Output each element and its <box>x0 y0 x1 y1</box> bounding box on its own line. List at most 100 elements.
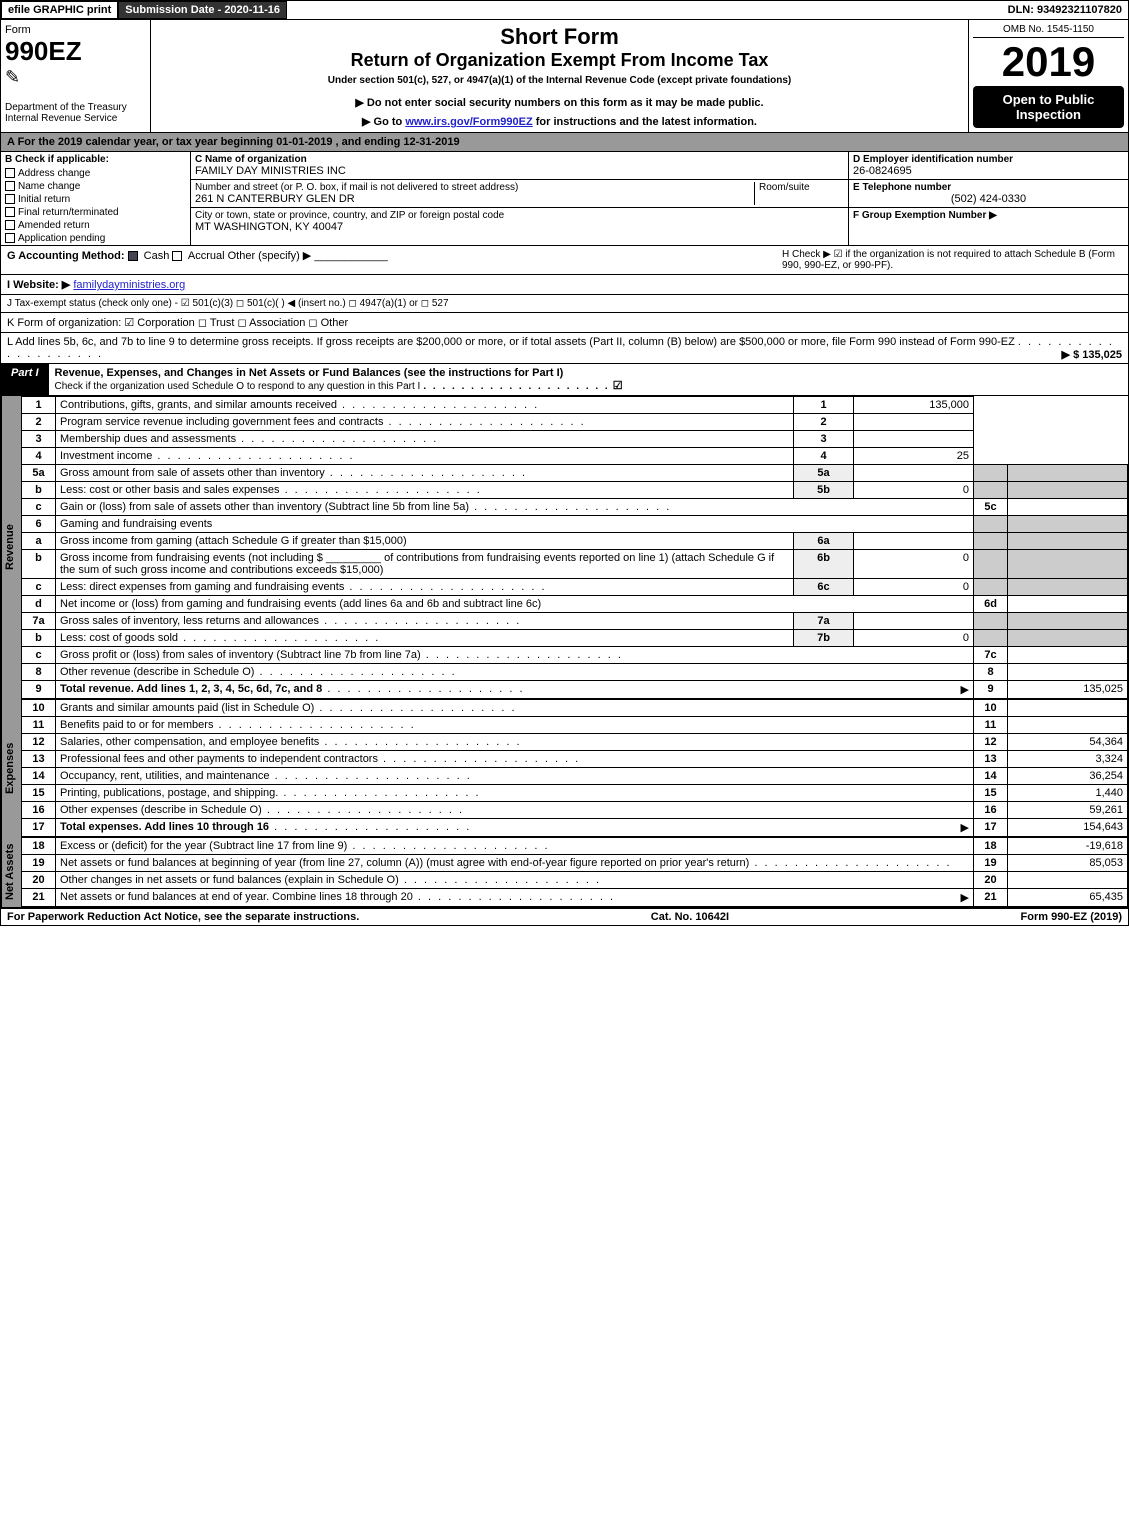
footer-form: Form 990-EZ (2019) <box>1021 911 1122 923</box>
row-8: 8Other revenue (describe in Schedule O)8 <box>22 664 1128 681</box>
revenue-section: Revenue 1Contributions, gifts, grants, a… <box>0 396 1129 699</box>
row-19: 19Net assets or fund balances at beginni… <box>22 855 1128 872</box>
other-label: Other (specify) ▶ <box>228 250 312 262</box>
row-15: 15Printing, publications, postage, and s… <box>22 785 1128 802</box>
website-link[interactable]: familydayministries.org <box>73 279 185 291</box>
revenue-side-label: Revenue <box>1 396 21 699</box>
netassets-side-label: Net Assets <box>1 837 21 907</box>
line-a-period: A For the 2019 calendar year, or tax yea… <box>0 133 1129 152</box>
row-2: 2Program service revenue including gover… <box>22 414 1128 431</box>
box-e-label: E Telephone number <box>853 182 1124 193</box>
open-to-public: Open to Public Inspection <box>973 86 1124 128</box>
chk-application-pending[interactable]: Application pending <box>1 232 190 245</box>
row-5b: bLess: cost or other basis and sales exp… <box>22 482 1128 499</box>
cash-label: Cash <box>144 250 170 262</box>
box-l: L Add lines 5b, 6c, and 7b to line 9 to … <box>0 333 1129 364</box>
row-18: 18Excess or (deficit) for the year (Subt… <box>22 838 1128 855</box>
box-h: H Check ▶ ☑ if the organization is not r… <box>782 249 1122 271</box>
footer-cat: Cat. No. 10642I <box>359 911 1020 923</box>
box-b: B Check if applicable: Address change Na… <box>1 152 191 245</box>
goto-post: for instructions and the latest informat… <box>533 116 757 128</box>
row-7a: 7aGross sales of inventory, less returns… <box>22 613 1128 630</box>
box-g: G Accounting Method: Cash Accrual Other … <box>7 249 782 271</box>
dept-treasury: Department of the Treasury <box>5 102 146 113</box>
goto-pre: ▶ Go to <box>362 116 405 128</box>
tax-year: 2019 <box>973 38 1124 86</box>
org-name: FAMILY DAY MINISTRIES INC <box>195 165 844 177</box>
chk-cash[interactable] <box>128 251 138 261</box>
header-left: Form 990EZ ✎ Department of the Treasury … <box>1 20 151 132</box>
form-subtitle: Under section 501(c), 527, or 4947(a)(1)… <box>155 75 964 86</box>
expenses-side-label: Expenses <box>1 699 21 837</box>
phone-value: (502) 424-0330 <box>853 193 1124 205</box>
part1-subtitle: Check if the organization used Schedule … <box>55 381 421 392</box>
chk-initial-return[interactable]: Initial return <box>1 193 190 206</box>
row-7c: cGross profit or (loss) from sales of in… <box>22 647 1128 664</box>
box-g-label: G Accounting Method: <box>7 250 125 262</box>
box-l-amount: ▶ $ 135,025 <box>1062 348 1122 361</box>
addr-label: Number and street (or P. O. box, if mail… <box>195 182 754 193</box>
box-b-label: B Check if applicable: <box>1 152 190 167</box>
form-title-long: Return of Organization Exempt From Incom… <box>155 50 964 71</box>
row-3: 3Membership dues and assessments3 <box>22 431 1128 448</box>
expenses-table: 10Grants and similar amounts paid (list … <box>21 699 1128 837</box>
header-center: Short Form Return of Organization Exempt… <box>151 20 968 132</box>
row-9: 9Total revenue. Add lines 1, 2, 3, 4, 5c… <box>22 681 1128 699</box>
chk-amended-return[interactable]: Amended return <box>1 219 190 232</box>
box-f-label: F Group Exemption Number ▶ <box>853 210 1124 221</box>
row-7b: bLess: cost of goods sold7b0 <box>22 630 1128 647</box>
revenue-table: 1Contributions, gifts, grants, and simil… <box>21 396 1128 699</box>
form-word: Form <box>5 24 146 36</box>
info-grid: B Check if applicable: Address change Na… <box>0 152 1129 246</box>
row-6c: cLess: direct expenses from gaming and f… <box>22 579 1128 596</box>
row-21: 21Net assets or fund balances at end of … <box>22 889 1128 907</box>
row-1: 1Contributions, gifts, grants, and simil… <box>22 397 1128 414</box>
box-def: D Employer identification number 26-0824… <box>848 152 1128 245</box>
efile-label: efile GRAPHIC print <box>1 1 118 19</box>
row-10: 10Grants and similar amounts paid (list … <box>22 700 1128 717</box>
top-toolbar: efile GRAPHIC print Submission Date - 20… <box>0 0 1129 20</box>
chk-address-change[interactable]: Address change <box>1 167 190 180</box>
box-c-label: C Name of organization <box>195 154 844 165</box>
row-6b: bGross income from fundraising events (n… <box>22 550 1128 579</box>
dept-irs: Internal Revenue Service <box>5 113 146 124</box>
omb-number: OMB No. 1545-1150 <box>973 24 1124 38</box>
part1-label: Part I <box>1 364 49 395</box>
row-11: 11Benefits paid to or for members11 <box>22 717 1128 734</box>
city-label: City or town, state or province, country… <box>195 210 844 221</box>
ssn-warning: ▶ Do not enter social security numbers o… <box>155 96 964 109</box>
row-4: 4Investment income425 <box>22 448 1128 465</box>
box-k: K Form of organization: ☑ Corporation ◻ … <box>0 313 1129 333</box>
row-6a: aGross income from gaming (attach Schedu… <box>22 533 1128 550</box>
goto-line: ▶ Go to www.irs.gov/Form990EZ for instru… <box>155 115 964 128</box>
form-number: 990EZ <box>5 36 146 67</box>
city-state-zip: MT WASHINGTON, KY 40047 <box>195 221 844 233</box>
row-5c: cGain or (loss) from sale of assets othe… <box>22 499 1128 516</box>
irs-link[interactable]: www.irs.gov/Form990EZ <box>405 116 532 128</box>
row-13: 13Professional fees and other payments t… <box>22 751 1128 768</box>
dln-label: DLN: 93492321107820 <box>1002 2 1128 18</box>
page-footer: For Paperwork Reduction Act Notice, see … <box>0 908 1129 926</box>
part1-title: Revenue, Expenses, and Changes in Net As… <box>49 364 1128 395</box>
form-title-short: Short Form <box>155 24 964 50</box>
chk-accrual[interactable] <box>172 251 182 261</box>
chk-name-change[interactable]: Name change <box>1 180 190 193</box>
part1-check-icon: ☑ <box>613 380 623 392</box>
street-address: 261 N CANTERBURY GLEN DR <box>195 193 754 205</box>
row-16: 16Other expenses (describe in Schedule O… <box>22 802 1128 819</box>
row-17: 17Total expenses. Add lines 10 through 1… <box>22 819 1128 837</box>
box-i-label: I Website: ▶ <box>7 279 70 291</box>
line-g-h: G Accounting Method: Cash Accrual Other … <box>0 246 1129 275</box>
row-6d: dNet income or (loss) from gaming and fu… <box>22 596 1128 613</box>
box-c: C Name of organization FAMILY DAY MINIST… <box>191 152 848 245</box>
header-right: OMB No. 1545-1150 2019 Open to Public In… <box>968 20 1128 132</box>
row-20: 20Other changes in net assets or fund ba… <box>22 872 1128 889</box>
row-6: 6Gaming and fundraising events <box>22 516 1128 533</box>
chk-final-return[interactable]: Final return/terminated <box>1 206 190 219</box>
part1-header: Part I Revenue, Expenses, and Changes in… <box>0 364 1129 396</box>
room-label: Room/suite <box>759 182 844 193</box>
row-14: 14Occupancy, rent, utilities, and mainte… <box>22 768 1128 785</box>
netassets-table: 18Excess or (deficit) for the year (Subt… <box>21 837 1128 907</box>
submission-date-button[interactable]: Submission Date - 2020-11-16 <box>118 1 287 19</box>
box-j: J Tax-exempt status (check only one) - ☑… <box>0 295 1129 313</box>
